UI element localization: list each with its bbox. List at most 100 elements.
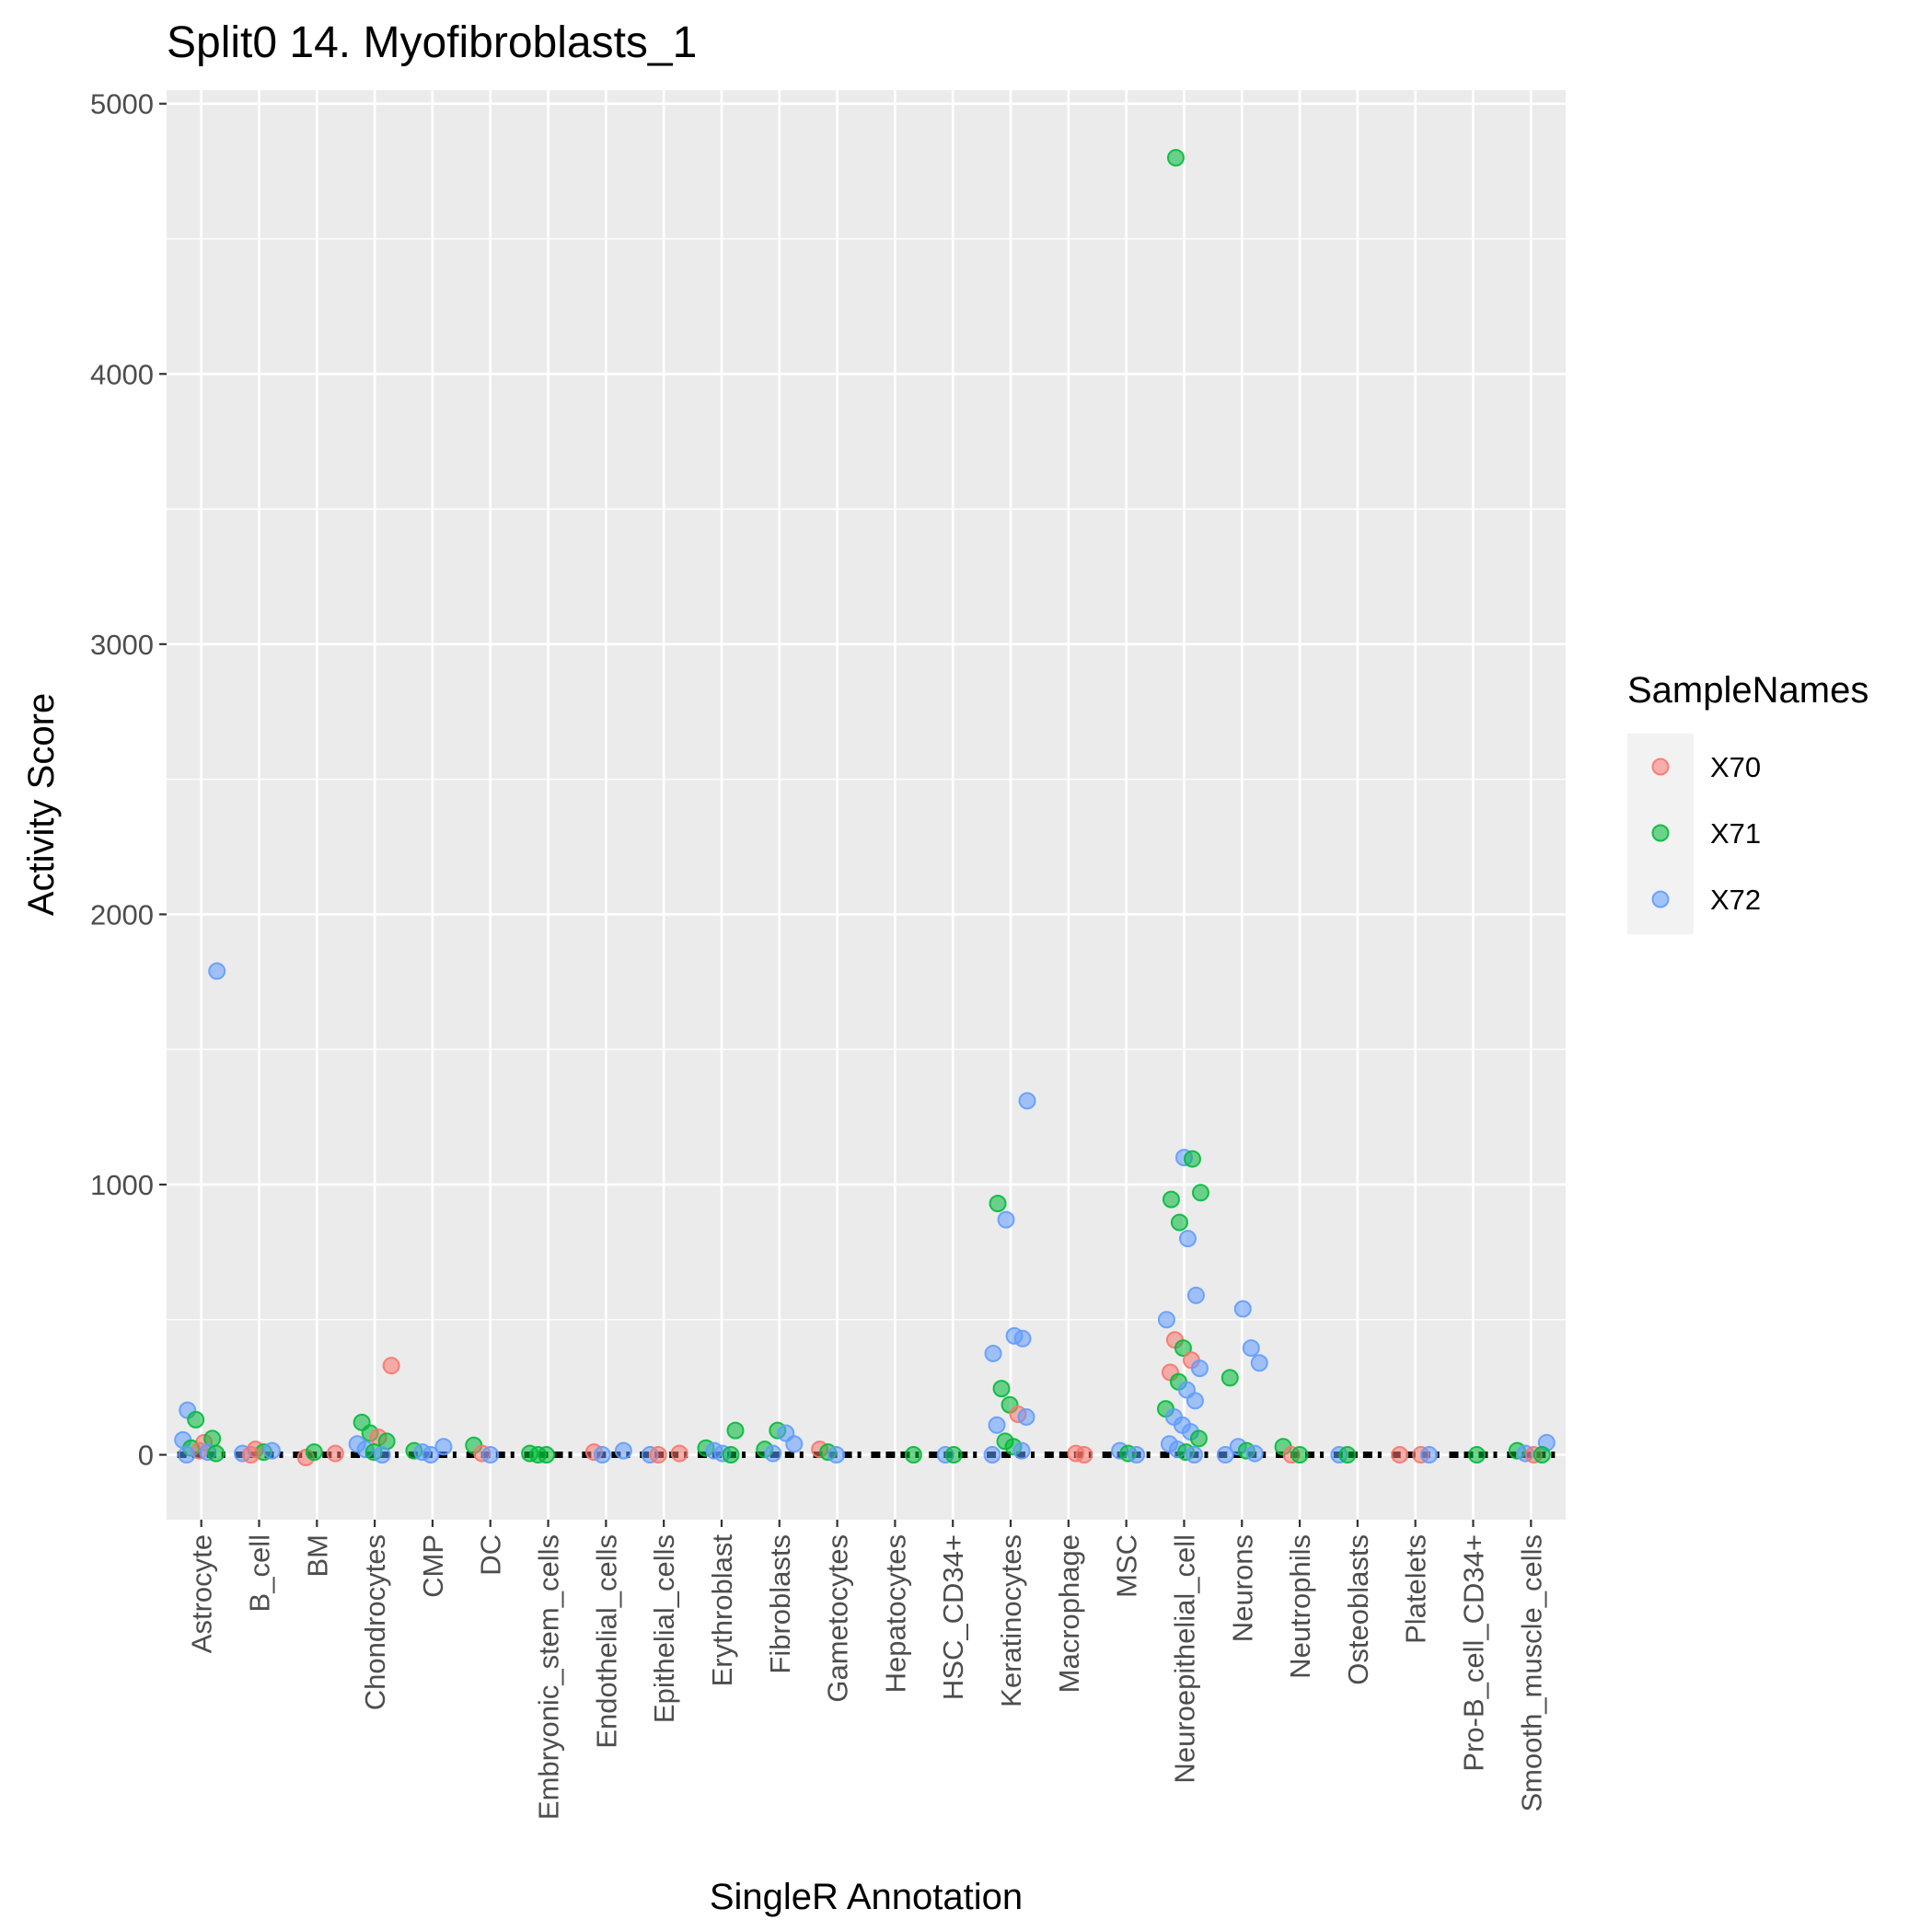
legend-key-x72 bbox=[1651, 890, 1670, 908]
x-tick-label: BM bbox=[301, 1534, 333, 1578]
data-point bbox=[1166, 148, 1185, 167]
data-point bbox=[207, 1444, 226, 1463]
x-tick-label: DC bbox=[475, 1534, 507, 1576]
data-point bbox=[1186, 1392, 1204, 1410]
data-point bbox=[764, 1444, 782, 1463]
legend: SampleNames X70 X71 X72 bbox=[1627, 670, 1868, 934]
data-point bbox=[1190, 1359, 1209, 1378]
data-point bbox=[1157, 1311, 1175, 1329]
data-point bbox=[326, 1444, 344, 1463]
x-tick-label: Osteoblasts bbox=[1342, 1534, 1374, 1685]
x-tick-label: Platelets bbox=[1400, 1534, 1432, 1644]
x-tick-label: Fibroblasts bbox=[764, 1534, 796, 1674]
data-point bbox=[1191, 1184, 1209, 1202]
data-point bbox=[1533, 1446, 1551, 1464]
data-point bbox=[989, 1195, 1007, 1213]
y-tick-label: 1000 bbox=[90, 1169, 154, 1201]
data-points bbox=[174, 148, 1556, 1466]
data-point bbox=[187, 1410, 205, 1429]
x-tick-label: Epithelial_cells bbox=[648, 1534, 680, 1723]
data-point bbox=[1183, 1150, 1201, 1168]
data-point bbox=[1290, 1446, 1309, 1464]
data-point bbox=[422, 1446, 440, 1464]
data-point bbox=[1245, 1444, 1264, 1463]
x-tick-label: Neuroepithelial_cell bbox=[1168, 1534, 1200, 1784]
x-tick-label: Macrophage bbox=[1053, 1534, 1085, 1693]
data-point bbox=[1189, 1429, 1208, 1448]
x-tick-label: CMP bbox=[417, 1534, 449, 1598]
legend-label: X70 bbox=[1710, 751, 1761, 783]
data-point bbox=[997, 1210, 1015, 1229]
data-point bbox=[992, 1380, 1011, 1398]
data-point bbox=[1468, 1446, 1487, 1464]
data-point bbox=[988, 1416, 1006, 1434]
data-point bbox=[178, 1446, 196, 1464]
chart-title: Split0 14. Myofibroblasts_1 bbox=[167, 18, 697, 67]
x-tick-label: Pro-B_cell_CD34+ bbox=[1458, 1534, 1490, 1772]
x-tick-label: Endothelial_cells bbox=[590, 1534, 622, 1749]
data-point bbox=[382, 1357, 400, 1375]
y-axis: 0 1000 2000 3000 4000 5000 bbox=[90, 88, 167, 1472]
data-point bbox=[670, 1444, 688, 1463]
data-point bbox=[722, 1446, 740, 1464]
plot-panel bbox=[167, 90, 1566, 1520]
data-point bbox=[1170, 1213, 1188, 1232]
x-tick-label: Neurons bbox=[1226, 1534, 1258, 1642]
x-tick-label: MSC bbox=[1111, 1534, 1143, 1598]
data-point bbox=[1174, 1339, 1192, 1358]
legend-key-x70 bbox=[1651, 758, 1670, 776]
data-point bbox=[1018, 1092, 1036, 1110]
data-point bbox=[1128, 1446, 1146, 1464]
x-axis-title: SingleR Annotation bbox=[710, 1877, 1023, 1917]
data-point bbox=[983, 1446, 1001, 1464]
x-tick-label: Embryonic_stem_cells bbox=[533, 1534, 565, 1820]
data-point bbox=[1186, 1286, 1205, 1304]
data-point bbox=[1013, 1329, 1032, 1348]
data-point bbox=[262, 1441, 281, 1460]
y-axis-title: Activity Score bbox=[21, 693, 62, 916]
data-point bbox=[827, 1446, 846, 1464]
legend-title: SampleNames bbox=[1627, 670, 1868, 711]
x-tick-label: HSC_CD34+ bbox=[937, 1534, 969, 1700]
data-point bbox=[1250, 1354, 1268, 1372]
x-tick-label: Gametocytes bbox=[822, 1534, 854, 1703]
legend-key-x71 bbox=[1651, 824, 1670, 842]
legend-label: X72 bbox=[1710, 884, 1761, 916]
data-point bbox=[785, 1435, 804, 1453]
x-tick-label: Hepatocytes bbox=[879, 1534, 911, 1693]
data-point bbox=[904, 1446, 922, 1464]
x-axis: Astrocyte B_cell BM Chondrocytes CMP DC Embryo… bbox=[186, 1520, 1547, 1820]
y-tick-label: 0 bbox=[138, 1440, 154, 1472]
data-point bbox=[481, 1446, 500, 1464]
data-point bbox=[1012, 1441, 1031, 1460]
data-point bbox=[208, 962, 226, 980]
data-point bbox=[649, 1446, 667, 1464]
data-point bbox=[373, 1446, 391, 1464]
data-point bbox=[1233, 1300, 1252, 1318]
data-point bbox=[1221, 1369, 1239, 1387]
y-tick-label: 5000 bbox=[90, 88, 154, 121]
data-point bbox=[614, 1441, 632, 1460]
data-point bbox=[434, 1438, 453, 1456]
y-tick-label: 2000 bbox=[90, 898, 154, 931]
data-point bbox=[1216, 1446, 1234, 1464]
legend-items: X70 X71 X72 bbox=[1651, 751, 1761, 916]
x-tick-label: Astrocyte bbox=[186, 1534, 218, 1653]
data-point bbox=[944, 1446, 963, 1464]
data-point bbox=[1338, 1446, 1357, 1464]
data-point bbox=[305, 1443, 323, 1462]
data-point bbox=[1242, 1339, 1260, 1358]
x-tick-label: Smooth_muscle_cells bbox=[1515, 1534, 1547, 1812]
y-tick-label: 3000 bbox=[90, 629, 154, 661]
x-tick-label: Erythroblast bbox=[706, 1534, 738, 1687]
legend-label: X71 bbox=[1710, 817, 1761, 850]
data-point bbox=[1391, 1446, 1409, 1464]
data-point bbox=[1185, 1446, 1203, 1464]
data-point bbox=[1075, 1446, 1093, 1464]
data-point bbox=[1162, 1190, 1180, 1209]
x-tick-label: Keratinocytes bbox=[995, 1534, 1027, 1707]
y-tick-label: 4000 bbox=[90, 358, 154, 390]
data-point bbox=[984, 1344, 1002, 1362]
data-point bbox=[1420, 1446, 1439, 1464]
